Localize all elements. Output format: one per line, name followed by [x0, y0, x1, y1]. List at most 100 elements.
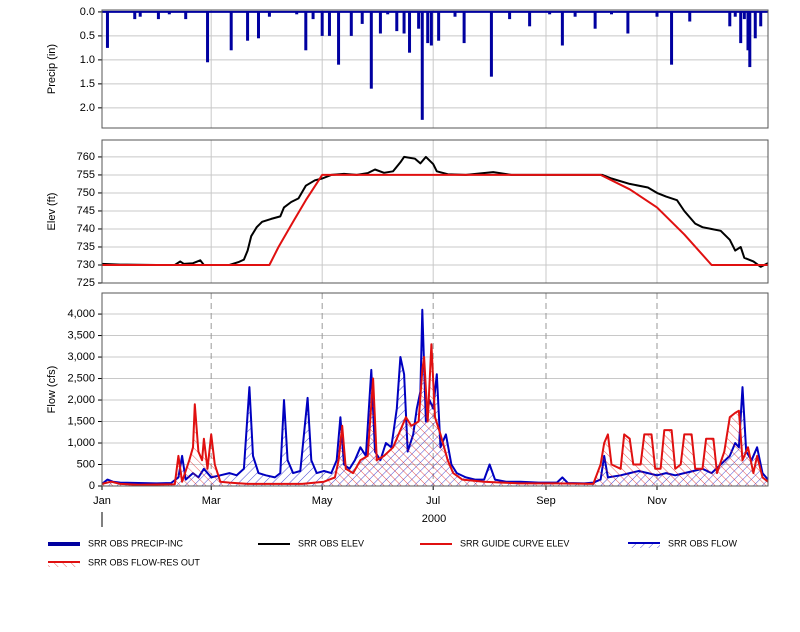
bar	[408, 11, 412, 53]
y-tick-label: 4,000	[67, 308, 95, 320]
x-tick-label: Nov	[647, 495, 667, 507]
bar	[320, 11, 324, 36]
y-tick-label: 3,500	[67, 329, 95, 341]
bar	[133, 11, 137, 20]
bar	[655, 11, 659, 17]
bar	[548, 11, 552, 15]
bar	[462, 11, 466, 44]
y-tick-label: 1.5	[80, 78, 95, 90]
x-axis-label: 2000	[422, 513, 446, 525]
bar	[311, 11, 315, 20]
bar	[256, 11, 260, 39]
bar	[429, 11, 433, 46]
bar	[420, 11, 424, 120]
y-tick-label: 725	[77, 277, 95, 289]
bar	[229, 11, 233, 51]
bar	[688, 11, 692, 22]
y-tick-label: 730	[77, 259, 95, 271]
bar	[739, 11, 743, 44]
bar	[327, 11, 331, 36]
y-axis-label: Elev (ft)	[46, 193, 58, 231]
bar	[349, 11, 353, 36]
bar	[402, 11, 406, 34]
line	[101, 343, 769, 486]
y-tick-label: 500	[77, 458, 95, 470]
bar	[167, 11, 171, 15]
bar	[386, 11, 390, 15]
x-tick-label: Jul	[426, 495, 440, 507]
plot-frame	[101, 139, 769, 284]
y-tick-label: 3,000	[67, 351, 95, 363]
bar	[304, 11, 308, 51]
area	[102, 344, 768, 486]
bar	[337, 11, 341, 65]
legend-swatch	[628, 543, 660, 548]
bar	[426, 11, 430, 44]
bar	[295, 11, 299, 15]
bar	[508, 11, 512, 20]
legend: SRR OBS PRECIP-INC SRR OBS ELEV SRR GUIDE …	[48, 538, 738, 567]
legend-label: SRR GUIDE CURVE ELEV	[460, 538, 569, 548]
bar	[753, 11, 757, 39]
legend-label: SRR OBS FLOW	[668, 538, 738, 548]
bar	[246, 11, 250, 41]
bar	[748, 11, 752, 68]
bar	[453, 11, 457, 17]
bar	[105, 11, 109, 48]
x-tick-label: Mar	[202, 495, 221, 507]
legend-swatch	[48, 562, 80, 567]
y-tick-label: 1.0	[80, 54, 95, 66]
x-tick-label: Sep	[536, 495, 556, 507]
y-tick-label: 1,000	[67, 437, 95, 449]
x-tick-label: May	[312, 495, 333, 507]
line	[101, 155, 769, 268]
bar	[138, 11, 142, 17]
bar	[733, 11, 737, 17]
bar	[437, 11, 441, 41]
bar	[184, 11, 188, 20]
plot-frame	[101, 292, 769, 487]
y-axis-label: Flow (cfs)	[46, 366, 58, 414]
bar	[528, 11, 532, 27]
y-tick-label: 1,500	[67, 415, 95, 427]
bar	[378, 11, 382, 34]
legend-label: SRR OBS PRECIP-INC	[88, 538, 184, 548]
bar	[360, 11, 364, 24]
y-tick-label: 2,500	[67, 372, 95, 384]
y-tick-label: 735	[77, 241, 95, 253]
y-tick-label: 750	[77, 187, 95, 199]
bar	[369, 11, 373, 89]
bar	[593, 11, 597, 29]
legend-label: SRR OBS ELEV	[298, 538, 364, 548]
plot-frame	[101, 9, 769, 129]
bar	[759, 11, 763, 27]
y-tick-label: 2,000	[67, 394, 95, 406]
y-axis-label: Precip (in)	[46, 44, 58, 94]
bar	[156, 11, 160, 20]
bar	[206, 11, 210, 63]
bar	[742, 11, 746, 20]
bar	[560, 11, 564, 46]
bar	[267, 11, 271, 17]
y-tick-label: 755	[77, 169, 95, 181]
legend-label: SRR OBS FLOW-RES OUT	[88, 557, 200, 567]
plot-area	[102, 10, 768, 128]
bar	[746, 11, 750, 51]
y-tick-label: 760	[77, 151, 95, 163]
line	[102, 173, 768, 266]
x-tick-label: Jan	[93, 495, 111, 507]
bar	[670, 11, 674, 65]
y-tick-label: 0.5	[80, 30, 95, 42]
bar	[395, 11, 399, 32]
bar	[626, 11, 630, 34]
bar	[417, 11, 421, 29]
y-tick-label: 2.0	[80, 102, 95, 114]
y-tick-label: 745	[77, 205, 95, 217]
bar	[610, 11, 614, 15]
bar	[728, 11, 732, 27]
bar	[573, 11, 577, 17]
bar	[489, 11, 493, 77]
y-tick-label: 740	[77, 223, 95, 235]
